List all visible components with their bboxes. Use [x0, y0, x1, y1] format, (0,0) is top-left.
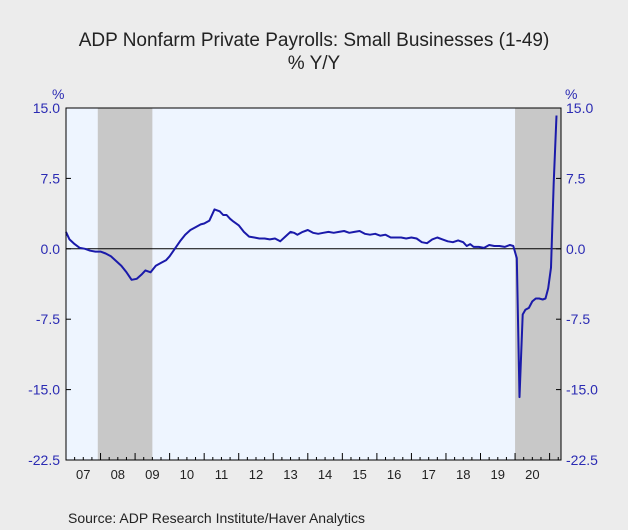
y-tick-label-left: 7.5: [41, 170, 61, 186]
y-tick-label-right: -7.5: [566, 311, 590, 327]
x-tick-label: 16: [387, 467, 401, 482]
x-tick-label: 07: [76, 467, 90, 482]
chart-subtitle: % Y/Y: [287, 53, 341, 74]
x-tick-label: 12: [249, 467, 263, 482]
left-axis-unit: %: [52, 86, 65, 102]
x-tick-label: 08: [111, 467, 125, 482]
y-tick-label-right: 15.0: [566, 100, 593, 116]
chart-title: ADP Nonfarm Private Payrolls: Small Busi…: [78, 30, 550, 51]
y-tick-label-left: -15.0: [28, 382, 60, 398]
series-line-1: [65, 115, 558, 399]
recession-band-2: [515, 108, 561, 460]
x-tick-label: 15: [352, 467, 366, 482]
recession-band-1: [97, 108, 153, 460]
x-tick-label: 19: [491, 467, 505, 482]
y-tick-label-right: 0.0: [566, 241, 586, 257]
x-tick-label: 17: [421, 467, 435, 482]
y-tick-label-left: 15.0: [33, 100, 60, 116]
y-tick-label-left: 0.0: [41, 241, 61, 257]
y-tick-label-right: -15.0: [566, 382, 598, 398]
x-tick-label: 13: [283, 467, 297, 482]
right-axis-unit: %: [565, 86, 578, 102]
x-tick-label: 14: [318, 467, 332, 482]
plot-frame: [65, 107, 562, 461]
x-tick-label: 11: [215, 467, 229, 482]
y-tick-label-right: -22.5: [566, 452, 598, 468]
x-tick-label: 10: [180, 467, 194, 482]
x-tick-label: 20: [525, 467, 539, 482]
y-tick-label-left: -22.5: [28, 452, 60, 468]
x-tick-label: 09: [145, 467, 159, 482]
source-note: Source: ADP Research Institute/Haver Ana…: [68, 510, 365, 526]
y-tick-label-left: -7.5: [36, 311, 60, 327]
x-tick-label: 18: [456, 467, 470, 482]
y-tick-label-right: 7.5: [566, 170, 586, 186]
